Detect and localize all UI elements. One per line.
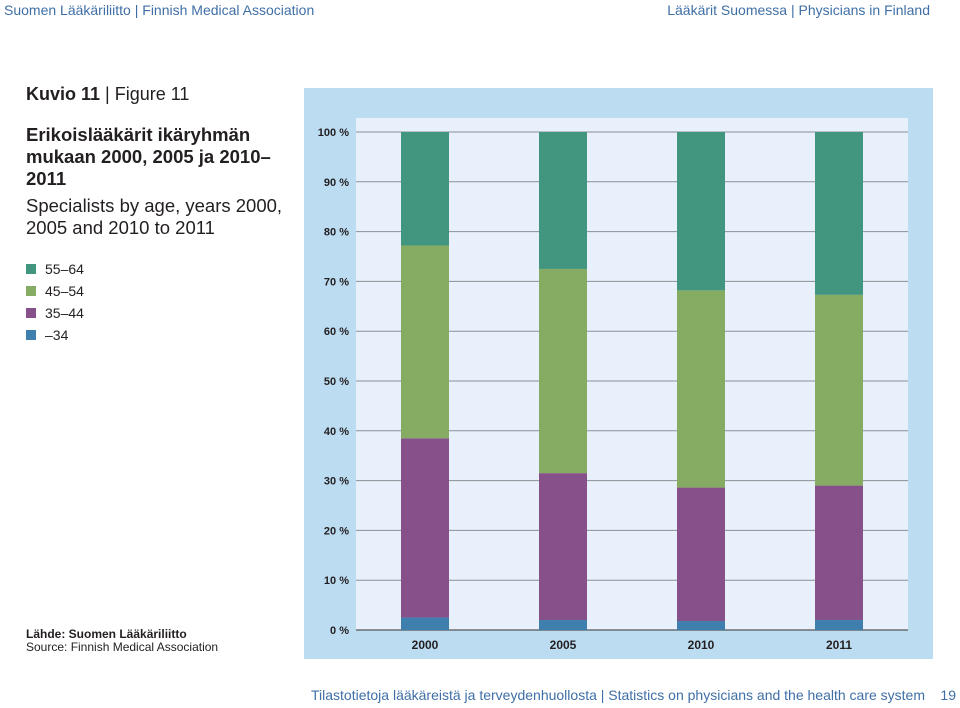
y-tick-label: 60 % [324, 326, 349, 338]
bar-segment [401, 132, 449, 246]
header-publication: Lääkärit Suomessa | Physicians in Finlan… [667, 2, 930, 18]
y-tick-label: 70 % [324, 276, 349, 288]
legend-swatch-45-54 [26, 286, 36, 296]
source-en: Source: Finnish Medical Association [26, 640, 219, 654]
y-tick-label: 20 % [324, 525, 349, 537]
legend-item-under-34: –34 [26, 324, 84, 346]
bar-segment [401, 617, 449, 630]
bar-segment [539, 620, 587, 630]
figure-label-separator: | [105, 84, 110, 104]
legend-swatch-55-64 [26, 264, 36, 274]
y-tick-label: 30 % [324, 476, 349, 488]
y-tick-label: 90 % [324, 177, 349, 189]
bar-segment [539, 132, 587, 269]
legend-label-45-54: 45–54 [45, 283, 84, 299]
legend-item-45-54: 45–54 [26, 280, 84, 302]
bar-segment [677, 621, 725, 630]
figure-label-en: Figure 11 [114, 84, 190, 104]
bar-segment [815, 485, 863, 621]
y-tick-label: 100 % [318, 127, 349, 139]
chart-source: Lähde: Suomen Lääkäriliitto Source: Finn… [26, 628, 218, 654]
legend-label-55-64: 55–64 [45, 261, 84, 277]
x-tick-label: 2010 [688, 638, 715, 652]
bar-segment [815, 294, 863, 486]
bar-segment [815, 620, 863, 630]
bar-segment [539, 473, 587, 621]
y-tick-label: 80 % [324, 227, 349, 239]
x-tick-label: 2011 [826, 638, 852, 652]
source-fi: Lähde: Suomen Lääkäriliitto [26, 627, 187, 641]
x-tick-label: 2005 [550, 638, 577, 652]
page-number: 19 [940, 687, 956, 703]
figure-title-fi: Erikoislääkärit ikäryhmän mukaan 2000, 2… [26, 124, 271, 189]
legend-label-under-34: –34 [45, 327, 69, 343]
bar-segment [401, 438, 449, 618]
footer-text: Tilastotietoja lääkäreistä ja terveydenh… [311, 687, 925, 703]
legend-label-35-44: 35–44 [45, 305, 84, 321]
stacked-bar-chart: 0 % 10 % 20 % 30 % 40 % 50 % 60 % 70 % 80 % 90 % 1… [304, 88, 933, 659]
y-tick-label: 10 % [324, 575, 349, 587]
legend-swatch-under-34 [26, 330, 36, 340]
figure-title-en: Specialists by age, years 2000, 2005 and… [26, 195, 283, 238]
figure-label-fi: Kuvio 11 [26, 84, 101, 104]
bar-segment [677, 290, 725, 488]
legend-item-35-44: 35–44 [26, 302, 84, 324]
bar-segment [815, 132, 863, 295]
y-tick-label: 50 % [324, 376, 349, 388]
bar-segment [677, 132, 725, 291]
legend-item-55-64: 55–64 [26, 258, 84, 280]
legend-swatch-35-44 [26, 308, 36, 318]
figure-label: Kuvio 11 | Figure 11 [26, 84, 189, 105]
x-tick-label: 2000 [412, 638, 439, 652]
bar-segment [677, 487, 725, 622]
y-tick-label: 40 % [324, 426, 349, 438]
chart-legend: 55–64 45–54 35–44 –34 [26, 258, 84, 346]
y-tick-label: 0 % [330, 625, 349, 637]
bar-segment [539, 268, 587, 474]
bar-segment [401, 245, 449, 439]
header-association: Suomen Lääkäriliitto | Finnish Medical A… [4, 2, 315, 18]
